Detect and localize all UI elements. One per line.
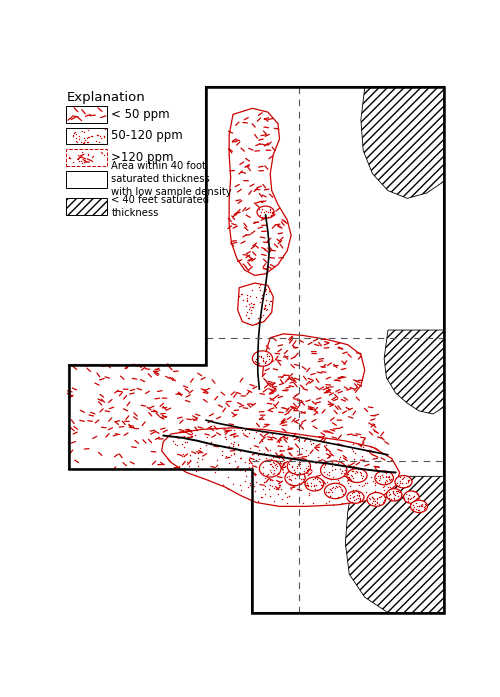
Ellipse shape	[324, 483, 346, 498]
Polygon shape	[68, 365, 252, 439]
Text: Explanation: Explanation	[66, 91, 145, 104]
Ellipse shape	[305, 477, 324, 491]
Polygon shape	[162, 428, 400, 506]
Bar	[66, 199, 106, 215]
Text: < 40 feet saturated
thickness: < 40 feet saturated thickness	[112, 195, 210, 218]
Ellipse shape	[285, 470, 305, 486]
Polygon shape	[68, 415, 120, 468]
Ellipse shape	[287, 458, 310, 475]
Ellipse shape	[252, 351, 272, 366]
Ellipse shape	[367, 493, 386, 506]
Polygon shape	[346, 476, 444, 613]
Polygon shape	[262, 334, 365, 414]
Text: < 50 ppm: < 50 ppm	[112, 108, 170, 121]
Polygon shape	[252, 376, 388, 491]
Polygon shape	[238, 283, 274, 325]
Ellipse shape	[404, 491, 419, 503]
Bar	[66, 171, 106, 187]
Polygon shape	[384, 330, 444, 414]
Ellipse shape	[410, 500, 428, 512]
Ellipse shape	[260, 460, 281, 477]
Bar	[66, 128, 106, 144]
Ellipse shape	[395, 475, 412, 488]
Ellipse shape	[320, 461, 347, 480]
Ellipse shape	[375, 471, 394, 485]
Polygon shape	[361, 88, 444, 199]
Ellipse shape	[347, 468, 367, 482]
Polygon shape	[68, 88, 444, 613]
Ellipse shape	[386, 489, 402, 501]
Bar	[66, 106, 106, 123]
Text: Area within 40 foot
saturated thickness
with low sample density: Area within 40 foot saturated thickness …	[112, 161, 232, 197]
Ellipse shape	[257, 206, 274, 218]
Bar	[66, 149, 106, 166]
Polygon shape	[68, 365, 388, 491]
Text: >120 ppm: >120 ppm	[112, 151, 174, 164]
Polygon shape	[229, 108, 291, 275]
Ellipse shape	[347, 491, 364, 503]
Text: 50-120 ppm: 50-120 ppm	[112, 130, 183, 142]
